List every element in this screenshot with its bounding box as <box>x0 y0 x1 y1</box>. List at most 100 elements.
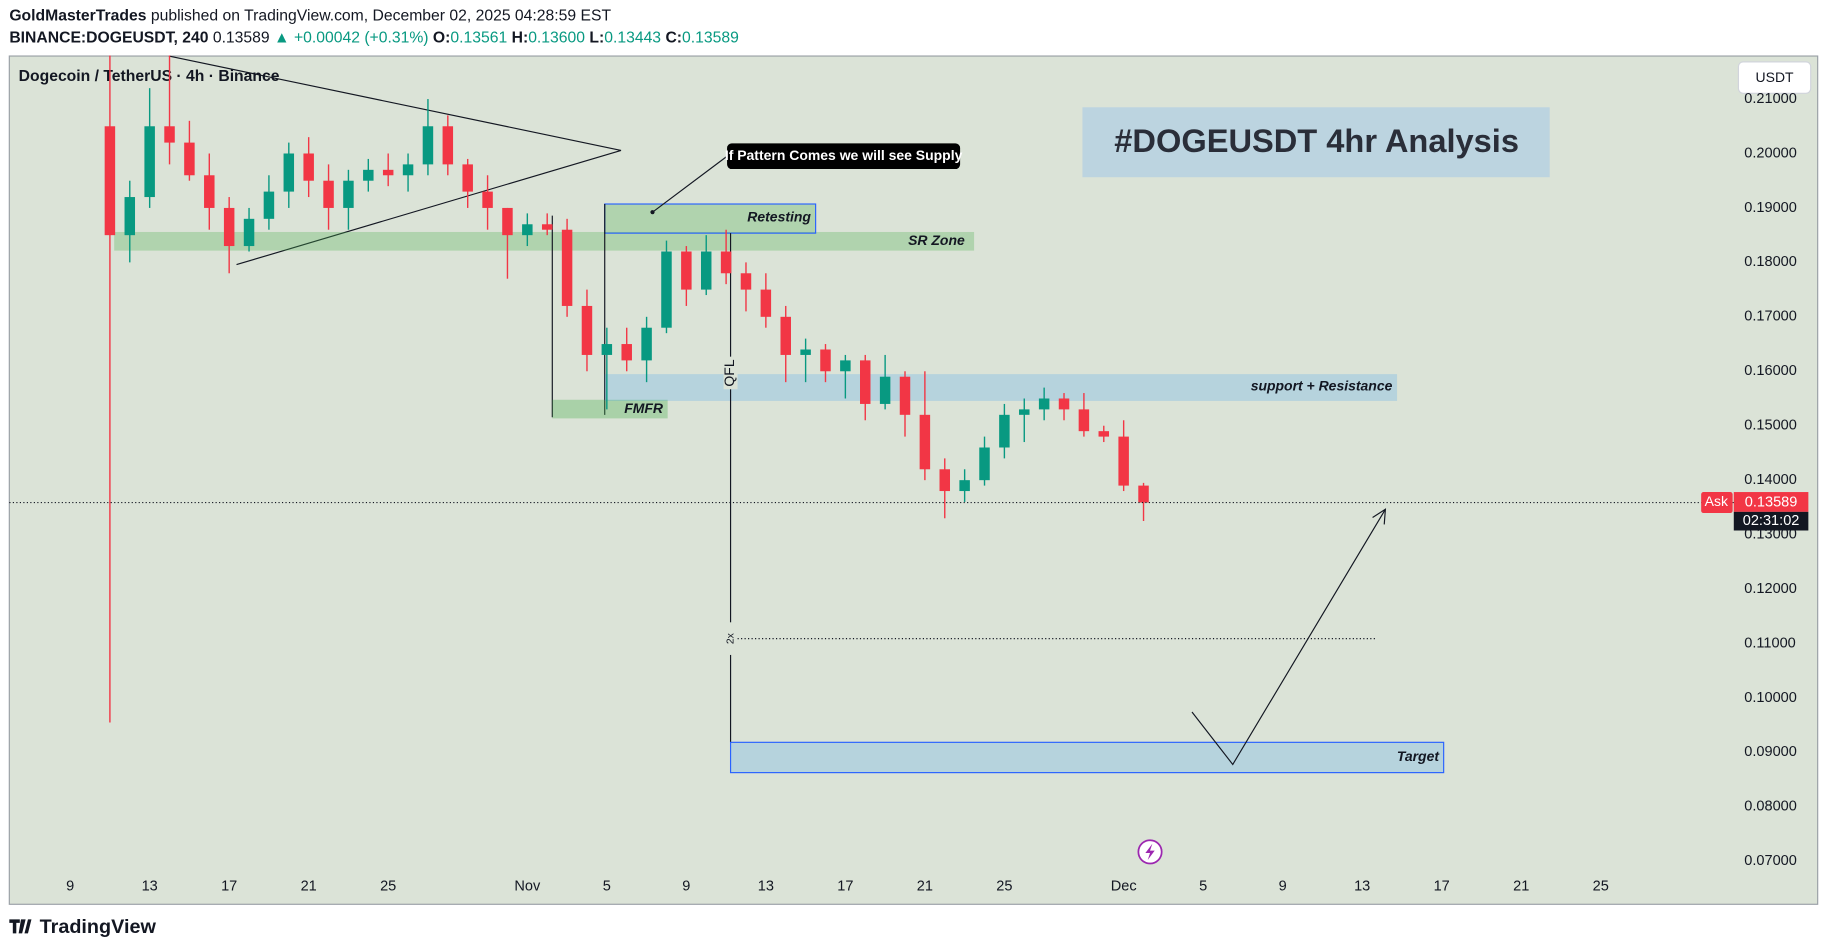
plot-area <box>8 55 1819 905</box>
annotation: QFL <box>721 359 737 386</box>
candle-body <box>561 229 573 306</box>
candle-body <box>1019 409 1030 415</box>
published: published on TradingView.com, December 0… <box>151 8 612 25</box>
candle-body <box>740 273 752 290</box>
candle-body <box>164 126 175 143</box>
candle-body <box>402 164 414 176</box>
countdown: 02:31:02 <box>1743 513 1800 529</box>
countdown-tag <box>1733 511 1809 531</box>
candle-body <box>522 224 533 236</box>
candle-body <box>124 197 136 236</box>
candle-body <box>1078 409 1090 432</box>
x-tick-label: 25 <box>1593 879 1609 895</box>
y-tick-label: 0.19000 <box>1744 200 1797 216</box>
candle-body <box>363 169 374 181</box>
candle-body <box>720 251 732 274</box>
trendline <box>236 149 622 266</box>
candle-body <box>860 360 871 404</box>
candle-body <box>820 349 831 372</box>
annotation: 2x <box>725 632 736 644</box>
candle-body <box>1118 436 1129 486</box>
x-tick-label: 25 <box>380 879 396 895</box>
y-tick-label: 0.10000 <box>1744 690 1797 706</box>
candle-body <box>1138 485 1149 503</box>
x-tick-label: 17 <box>1434 879 1450 895</box>
candle-body <box>999 414 1010 448</box>
candle-body <box>442 126 454 165</box>
candle-body <box>204 175 215 208</box>
x-tick-label: 21 <box>1513 879 1529 895</box>
ohlc-label: C: <box>665 30 682 47</box>
ohlc-value: 0.13561 <box>450 30 507 47</box>
label-bg <box>723 356 738 390</box>
y-tick-label: 0.21000 <box>1744 91 1797 107</box>
candle-body <box>243 218 255 247</box>
candle-body <box>800 349 811 355</box>
sr-zone <box>114 231 975 251</box>
x-tick-label: 25 <box>996 879 1012 895</box>
callout-line <box>652 155 728 213</box>
x-tick-label: 9 <box>66 879 74 895</box>
ohlc-label: L: <box>589 30 604 47</box>
x-tick-label: 5 <box>1199 879 1207 895</box>
chart-subtitle: Dogecoin / TetherUS · 4h · Binance <box>19 68 280 85</box>
drawings: SR Zone Retesting FMFR support + Resistance… <box>114 55 1445 774</box>
target-zone <box>729 741 1445 774</box>
candle-body <box>223 207 235 247</box>
annotation: If Pattern Comes we will see Supply <box>725 147 963 163</box>
candle-body <box>681 251 692 290</box>
candle-body <box>1038 398 1050 410</box>
author: GoldMasterTrades <box>9 8 146 25</box>
logo <box>9 919 32 934</box>
callout-box <box>727 143 961 170</box>
lightning <box>1145 843 1155 861</box>
symbol: BINANCE:DOGEUSDT, 240 <box>9 30 208 47</box>
candle-body <box>879 376 891 404</box>
candle-body <box>641 327 652 361</box>
fmfr-zone <box>552 399 668 419</box>
currency-button[interactable] <box>1737 61 1812 94</box>
y-tick-label: 0.08000 <box>1744 799 1797 815</box>
annotation: support + Resistance <box>1251 378 1393 394</box>
ask-label: Ask <box>1705 493 1728 509</box>
candle-body <box>343 180 354 208</box>
annotation: Retesting <box>747 209 811 225</box>
y-tick-label: 0.14000 <box>1744 472 1797 488</box>
x-tick-label: 17 <box>221 879 237 895</box>
brand: TradingView <box>40 916 157 938</box>
x-tick-label: 21 <box>917 879 933 895</box>
candle-body <box>104 126 116 236</box>
annotation: SR Zone <box>908 232 965 248</box>
x-tick-label: 5 <box>603 879 611 895</box>
candle-body <box>840 360 851 372</box>
candle-body <box>601 344 613 355</box>
ohlc-value: 0.13589 <box>682 30 739 47</box>
ohlc-value: 0.13443 <box>604 30 661 47</box>
candle-body <box>283 153 295 192</box>
candle-body <box>661 251 672 328</box>
header-line: GoldMasterTrades published on TradingVie… <box>9 8 611 25</box>
ohlc-label: O: <box>433 30 450 47</box>
label-bg <box>723 622 738 655</box>
candle-body <box>462 164 473 192</box>
y-tick-label: 0.16000 <box>1744 363 1797 379</box>
title-box <box>1082 107 1550 178</box>
x-tick-label: 21 <box>301 879 317 895</box>
y-tick-label: 0.12000 <box>1744 581 1797 597</box>
candle-body <box>323 180 334 208</box>
change: ▲ +0.00042 (+0.31%) <box>274 30 429 47</box>
x-tick-label: 13 <box>758 879 774 895</box>
candle-body <box>899 376 911 415</box>
projection-path <box>1191 508 1386 766</box>
candle-body <box>581 305 593 355</box>
candle-body <box>1098 431 1110 437</box>
candle-body <box>263 191 275 219</box>
candles <box>104 55 1149 723</box>
last: 0.13589 <box>213 30 270 47</box>
x-tick-label: 17 <box>837 879 853 895</box>
candle-body <box>502 207 513 236</box>
x-tick-label: 9 <box>682 879 690 895</box>
candle-body <box>700 251 712 290</box>
